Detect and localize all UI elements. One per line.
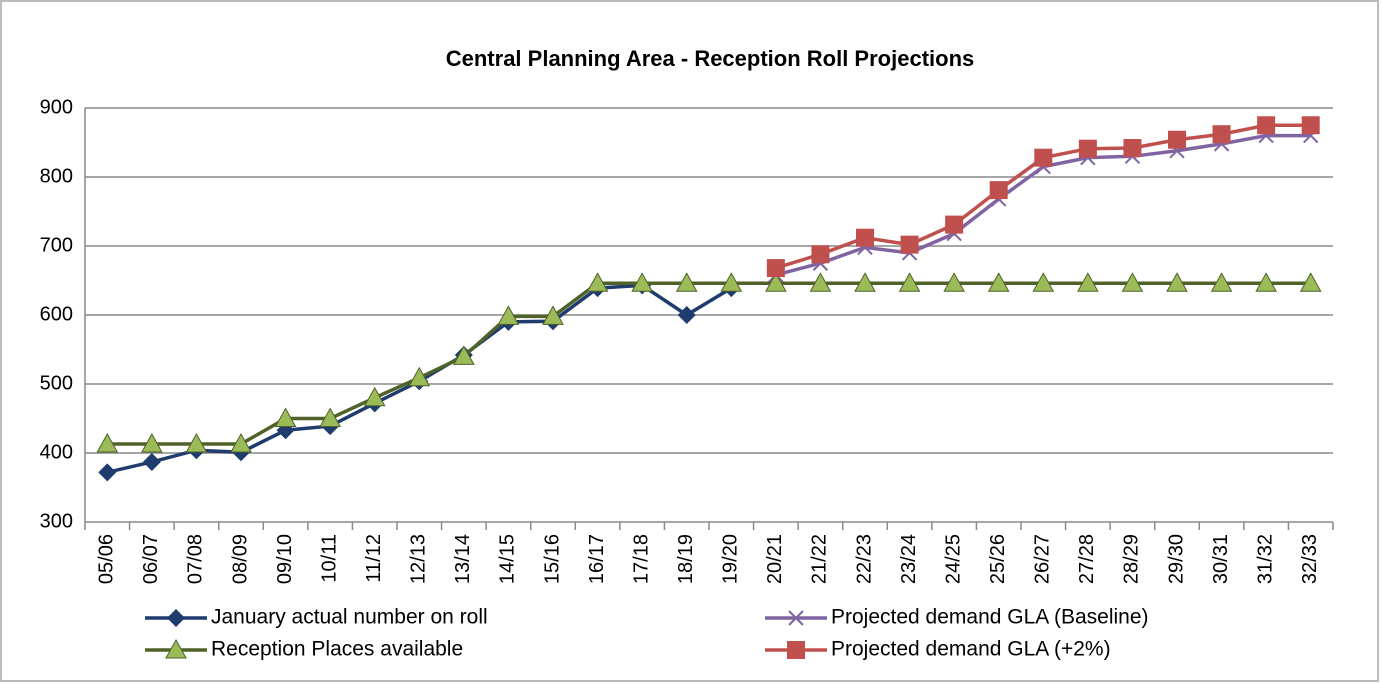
data-point bbox=[1034, 148, 1053, 167]
x-tick-label: 22/23 bbox=[853, 534, 875, 584]
data-point bbox=[586, 272, 609, 292]
y-tick-label: 800 bbox=[40, 165, 73, 187]
y-tick-label: 500 bbox=[40, 372, 73, 394]
x-tick-label: 15/16 bbox=[541, 534, 563, 584]
data-point bbox=[1257, 116, 1276, 135]
data-point bbox=[811, 245, 830, 264]
x-tick-label: 17/18 bbox=[630, 534, 652, 584]
x-tick-label: 28/29 bbox=[1121, 534, 1143, 584]
x-tick-label: 06/07 bbox=[140, 534, 162, 584]
data-point bbox=[677, 306, 696, 324]
y-tick-label: 400 bbox=[40, 441, 73, 463]
x-tick-label: 30/31 bbox=[1210, 534, 1232, 584]
data-point bbox=[1077, 272, 1099, 292]
series-line bbox=[107, 281, 1311, 446]
data-point bbox=[854, 272, 876, 292]
x-tick-label: 13/14 bbox=[452, 534, 474, 584]
x-tick-label: 10/11 bbox=[318, 534, 340, 583]
data-point bbox=[1299, 272, 1322, 292]
data-point bbox=[1078, 139, 1097, 158]
data-point bbox=[765, 272, 787, 292]
legend-marker bbox=[165, 638, 187, 659]
data-point bbox=[98, 463, 117, 482]
data-point bbox=[1301, 116, 1320, 135]
data-point bbox=[274, 407, 297, 427]
y-tick-label: 600 bbox=[40, 303, 73, 325]
x-tick-label: 14/15 bbox=[497, 534, 519, 584]
x-tick-label: 12/13 bbox=[408, 534, 430, 584]
chart-title: Central Planning Area - Reception Roll P… bbox=[446, 46, 975, 71]
x-tick-label: 27/28 bbox=[1076, 534, 1098, 584]
data-point bbox=[319, 407, 341, 427]
data-point bbox=[453, 345, 475, 365]
legend-marker bbox=[167, 609, 185, 627]
x-tick-label: 19/20 bbox=[720, 534, 742, 584]
legend-text: Projected demand GLA (+2%) bbox=[831, 638, 1111, 661]
y-tick-label: 700 bbox=[40, 234, 73, 256]
y-tick-label: 900 bbox=[40, 96, 73, 118]
x-tick-label: 26/27 bbox=[1032, 534, 1054, 584]
data-point bbox=[856, 228, 874, 247]
data-point bbox=[900, 235, 919, 254]
data-point bbox=[1168, 130, 1186, 149]
data-point bbox=[943, 272, 965, 292]
data-point bbox=[766, 259, 785, 278]
data-point bbox=[1255, 272, 1277, 292]
data-point bbox=[1166, 272, 1188, 292]
legend-marker bbox=[788, 610, 804, 626]
data-point bbox=[945, 215, 964, 234]
data-point bbox=[809, 272, 832, 292]
x-tick-label: 23/24 bbox=[898, 534, 920, 584]
x-tick-label: 24/25 bbox=[942, 534, 964, 584]
x-tick-label: 21/22 bbox=[809, 534, 831, 584]
data-point bbox=[542, 305, 564, 325]
data-point bbox=[1032, 272, 1055, 292]
x-tick-label: 08/09 bbox=[229, 534, 251, 584]
data-point bbox=[363, 386, 386, 407]
data-point bbox=[989, 181, 1008, 200]
x-tick-label: 31/32 bbox=[1254, 534, 1276, 584]
data-point bbox=[1212, 125, 1231, 144]
legend-text: Projected demand GLA (Baseline) bbox=[831, 606, 1149, 629]
data-point bbox=[408, 366, 431, 387]
data-point bbox=[631, 272, 653, 292]
legend-marker bbox=[787, 641, 805, 659]
x-tick-label: 32/33 bbox=[1299, 534, 1321, 584]
y-tick-label: 300 bbox=[40, 510, 73, 532]
data-point bbox=[497, 305, 520, 325]
data-point bbox=[675, 272, 698, 292]
x-tick-label: 18/19 bbox=[675, 534, 697, 584]
x-tick-label: 20/21 bbox=[764, 534, 786, 584]
x-tick-label: 05/06 bbox=[96, 534, 118, 584]
x-tick-label: 29/30 bbox=[1165, 534, 1187, 584]
legend-text: January actual number on roll bbox=[211, 606, 488, 629]
data-point bbox=[1210, 272, 1233, 292]
legend-text: Reception Places available bbox=[211, 638, 463, 661]
data-point bbox=[1123, 139, 1142, 158]
x-tick-label: 16/17 bbox=[586, 534, 608, 584]
data-point bbox=[987, 272, 1010, 292]
data-point bbox=[230, 433, 252, 453]
data-point bbox=[185, 433, 208, 453]
data-point bbox=[898, 272, 921, 292]
x-tick-label: 25/26 bbox=[987, 534, 1009, 584]
data-point bbox=[1121, 272, 1144, 292]
x-tick-label: 07/08 bbox=[185, 534, 207, 584]
data-point bbox=[96, 433, 119, 453]
data-point bbox=[720, 272, 743, 292]
x-tick-label: 11/12 bbox=[363, 534, 385, 583]
data-point bbox=[141, 433, 163, 453]
x-tick-label: 09/10 bbox=[274, 534, 296, 584]
data-point bbox=[142, 452, 161, 471]
